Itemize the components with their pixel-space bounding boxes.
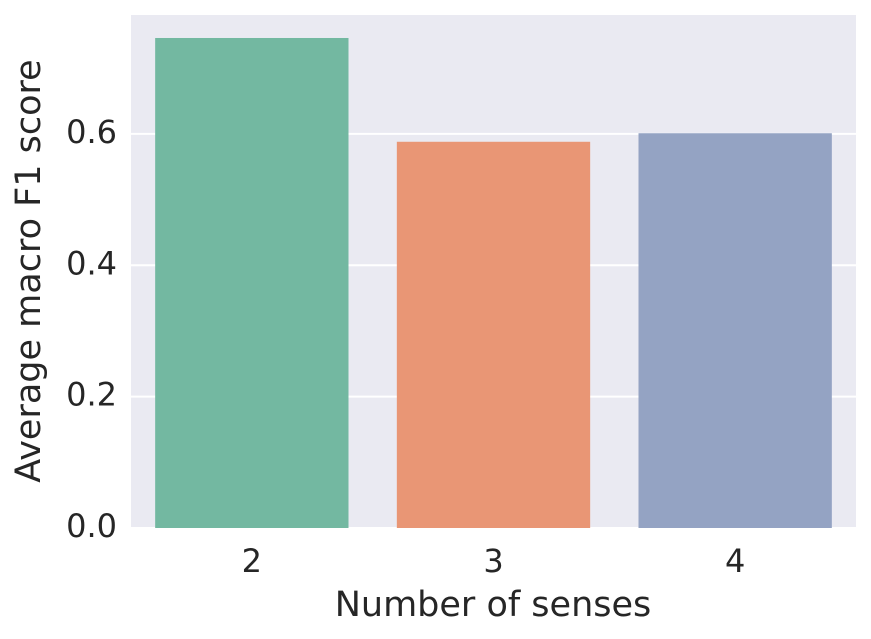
y-tick-label: 0.6 (66, 113, 117, 151)
y-tick-label: 0.2 (66, 376, 117, 414)
y-tick-label: 0.4 (66, 244, 117, 282)
bar (638, 133, 832, 528)
x-tick-label: 3 (483, 542, 503, 580)
bar (155, 37, 349, 529)
x-axis-label: Number of senses (335, 585, 652, 625)
x-tick-label: 4 (725, 542, 745, 580)
y-axis-label: Average macro F1 score (9, 59, 49, 482)
x-tick-label: 2 (242, 542, 262, 580)
bar (396, 141, 591, 528)
y-tick-label: 0.0 (66, 507, 117, 545)
